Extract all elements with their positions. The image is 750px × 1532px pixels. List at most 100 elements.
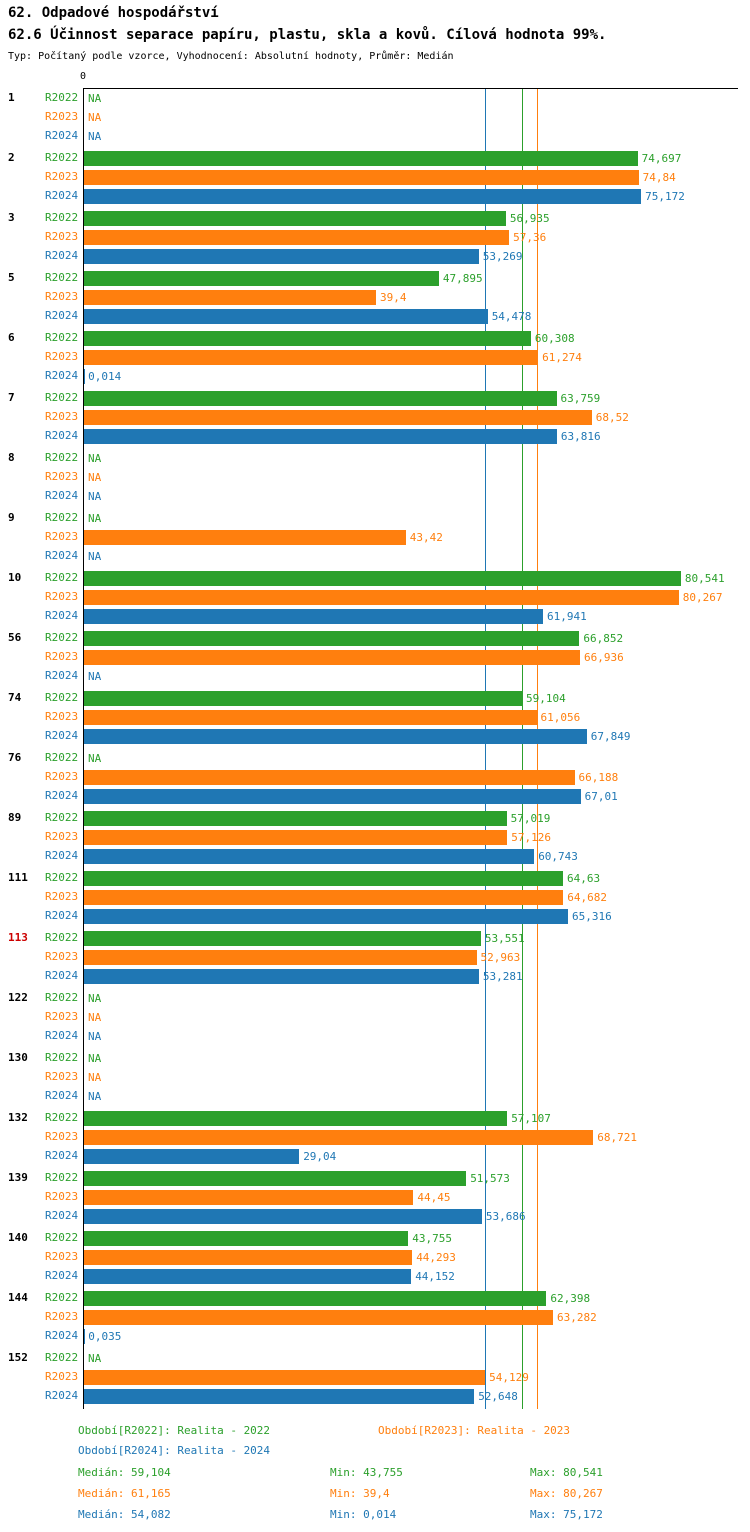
bar-r2024 — [84, 1389, 475, 1404]
bar-value-label: NA — [88, 1071, 102, 1084]
group-id-label: 130 — [8, 1051, 28, 1064]
series-row-label: R2024 — [45, 1209, 79, 1222]
bar-value-label: 62,398 — [550, 1292, 591, 1305]
series-row-label: R2024 — [45, 789, 79, 802]
series-row-label: R2023 — [45, 1010, 79, 1023]
series-row-label: R2024 — [45, 609, 79, 622]
legend-r2024: Období[R2024]: Realita - 2024 — [78, 1444, 271, 1457]
bar-value-label: 68,52 — [595, 411, 629, 424]
series-row-label: R2024 — [45, 249, 79, 262]
bar-value-label: 64,682 — [567, 891, 608, 904]
bar-value-label: 52,963 — [480, 951, 521, 964]
series-row-label: R2022 — [45, 511, 79, 524]
bar-value-label: 61,941 — [547, 610, 587, 623]
bar-r2024 — [84, 1209, 482, 1224]
bar-r2022 — [84, 631, 580, 646]
bar-value-label: NA — [88, 512, 102, 525]
bar-r2022 — [84, 271, 439, 286]
bar-r2023 — [84, 1190, 414, 1205]
page-subtitle: 62.6 Účinnost separace papíru, plastu, s… — [8, 27, 607, 43]
bar-value-label: NA — [88, 130, 102, 143]
group-id-label: 89 — [8, 811, 22, 824]
median-line-r2024 — [484, 89, 486, 1409]
bar-r2022 — [84, 331, 531, 346]
group-id-label: 3 — [8, 211, 15, 224]
series-row-label: R2024 — [45, 549, 79, 562]
series-row-label: R2024 — [45, 129, 79, 142]
group-id-label: 144 — [8, 1291, 28, 1304]
group-id-label: 56 — [8, 631, 22, 644]
series-row-label: R2024 — [45, 189, 79, 202]
legend-r2023: Období[R2023]: Realita - 2023 — [378, 1424, 571, 1437]
series-row-label: R2022 — [45, 151, 79, 164]
bar-value-label: 54,129 — [489, 1371, 529, 1384]
bar-r2023 — [84, 290, 376, 305]
bar-r2022 — [84, 571, 681, 586]
series-row-label: R2023 — [45, 950, 79, 963]
series-row-label: R2022 — [45, 211, 79, 224]
series-row-label: R2022 — [45, 1171, 79, 1184]
bar-value-label: 0,035 — [88, 1330, 122, 1343]
group-id-label: 1 — [8, 91, 15, 104]
stat-min-r2024: Min: 0,014 — [330, 1508, 397, 1521]
series-row-label: R2024 — [45, 669, 79, 682]
series-row-label: R2024 — [45, 729, 79, 742]
bar-chart-plot-area: NA NA NA 74,697 74,84 75,172 56,935 57,36 53,269… — [83, 88, 738, 1409]
series-row-label: R2023 — [45, 470, 79, 483]
series-row-label: R2024 — [45, 849, 79, 862]
series-row-label: R2022 — [45, 391, 79, 404]
bar-r2023 — [84, 1250, 413, 1265]
bar-value-label: 57,36 — [513, 231, 547, 244]
bar-r2022 — [84, 391, 557, 406]
group-id-label: 139 — [8, 1171, 28, 1184]
bar-r2023 — [84, 1370, 486, 1385]
series-row-label: R2022 — [45, 331, 79, 344]
bar-value-label: 54,478 — [491, 310, 532, 323]
stat-max-r2023: Max: 80,267 — [530, 1487, 603, 1500]
series-row-label: R2023 — [45, 830, 79, 843]
bar-value-label: 66,188 — [578, 771, 619, 784]
bar-r2022 — [84, 931, 481, 946]
bar-value-label: NA — [88, 471, 102, 484]
series-row-label: R2022 — [45, 1051, 79, 1064]
bar-r2022 — [84, 811, 507, 826]
group-id-label: 76 — [8, 751, 22, 764]
stat-median-r2024: Medián: 54,082 — [78, 1508, 171, 1521]
bar-r2023 — [84, 710, 537, 725]
bar-r2023 — [84, 650, 580, 665]
series-row-label: R2024 — [45, 429, 79, 442]
bar-r2023 — [84, 950, 477, 965]
bar-value-label: 61,056 — [540, 711, 581, 724]
bar-r2024 — [84, 609, 543, 624]
series-row-label: R2022 — [45, 631, 79, 644]
bar-r2024 — [84, 969, 479, 984]
bar-r2022 — [84, 1171, 467, 1186]
bar-r2023 — [84, 770, 575, 785]
bar-value-label: 0,014 — [88, 370, 122, 383]
stat-median-r2022: Medián: 59,104 — [78, 1466, 171, 1479]
legend-r2022: Období[R2022]: Realita - 2022 — [78, 1424, 271, 1437]
median-line-r2023 — [537, 89, 539, 1409]
group-id-label: 111 — [8, 871, 28, 884]
bar-r2022 — [84, 151, 638, 166]
group-id-label: 5 — [8, 271, 15, 284]
bar-r2022 — [84, 1111, 508, 1126]
bar-r2024 — [84, 789, 581, 804]
bar-r2023 — [84, 530, 406, 545]
bar-r2024 — [84, 1149, 300, 1164]
bar-value-label: 74,697 — [641, 152, 682, 165]
bar-r2022 — [84, 691, 522, 706]
bar-value-label: NA — [88, 490, 102, 503]
bar-value-label: 80,267 — [682, 591, 723, 604]
series-row-label: R2023 — [45, 1370, 79, 1383]
group-id-label: 9 — [8, 511, 15, 524]
bar-r2024 — [84, 729, 587, 744]
series-row-label: R2023 — [45, 110, 79, 123]
bar-value-label: NA — [88, 752, 102, 765]
series-row-label: R2024 — [45, 1089, 79, 1102]
bar-value-label: 60,743 — [538, 850, 578, 863]
series-row-label: R2024 — [45, 1029, 79, 1042]
bar-r2023 — [84, 590, 679, 605]
bar-value-label: 53,281 — [482, 970, 523, 983]
series-row-label: R2022 — [45, 871, 79, 884]
